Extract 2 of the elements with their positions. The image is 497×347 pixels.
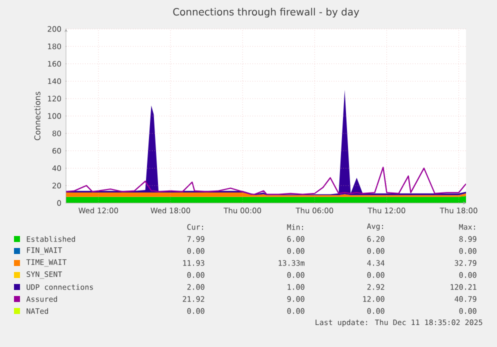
line-series <box>66 166 466 195</box>
chart-title: Connections through firewall - by day <box>173 8 360 18</box>
